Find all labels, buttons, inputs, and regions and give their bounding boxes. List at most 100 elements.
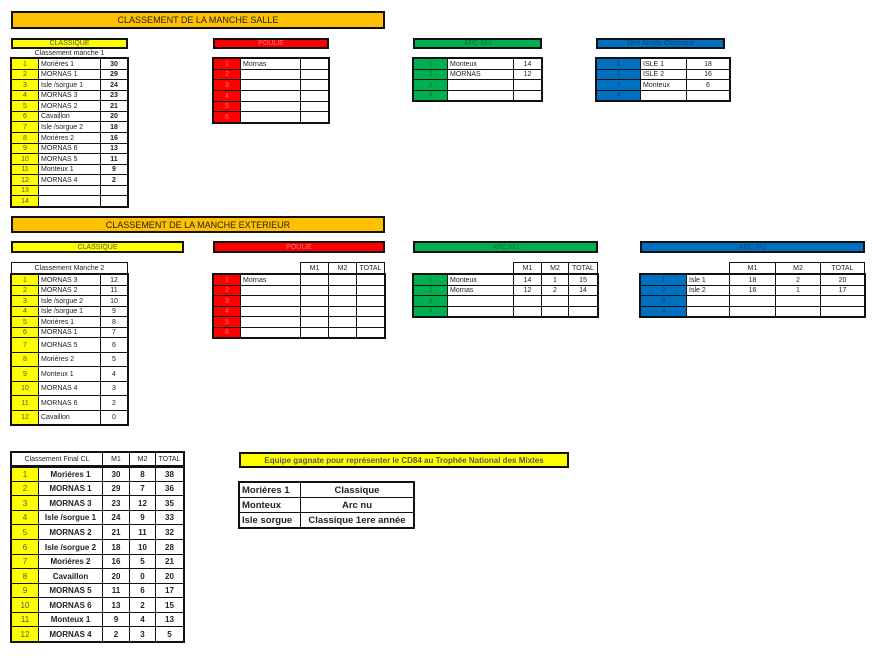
arc-nu-ext-table-cell-name [447,306,514,317]
final-table-cell-m2: 9 [129,510,156,525]
poulie-ext-table-cell-name [240,327,301,338]
header-arc-nu-salle: ARC NU [413,38,542,49]
final-table-cell-total: 32 [155,524,184,540]
subtitle-classement-manche-1: Classement manche 1 [34,49,105,57]
classique-ext-table-cell-rank: 9 [11,366,39,382]
winners-table-cell-team: Isle sorgue [239,512,301,528]
arc-nu-ext-table-cell-total [568,306,598,317]
final-table-cell-name: Isle /sorgue 1 [38,510,103,525]
winners-table-cell-category: Classique [300,482,414,498]
final-table-cell-m1: 9 [102,612,130,627]
arc-nu-ext-table-cell-rank: 4 [413,306,448,317]
classique-ext-table-cell-score: 0 [100,410,128,425]
final-table-cell-m2: 3 [129,626,156,642]
section-title-exterieur: CLASSEMENT DE LA MANCHE EXTERIEUR [11,216,385,233]
final-table-cell-rank: 9 [11,583,39,598]
final-table-cell-m1: 16 [102,554,130,569]
arc-nu-2-ext-table-cell-m1 [729,306,776,317]
final-table-cell-total: 38 [155,466,184,482]
final-table-cell-m1: 29 [102,481,130,496]
poulie-salle-table-cell-rank: 6 [213,111,241,123]
classique-salle-table-cell-rank: 14 [11,195,39,207]
classique-salle-table-cell-name [38,195,101,207]
classique-ext-table-cell-rank: 12 [11,410,39,425]
final-table-cell-m1: 24 [102,510,130,525]
poulie-salle-table-cell-score [300,111,329,123]
arc-nu-salle-table-cell-name [447,90,514,101]
final-table-cell-total: 15 [155,597,184,613]
final-table-cell-rank: 12 [11,626,39,642]
final-table-cell-m2: 2 [129,597,156,613]
classique-ext-table-cell-score: 6 [100,337,128,353]
poulie-ext-table-cell-total [356,327,385,338]
final-table-cell-name: MORNAS 3 [38,495,103,511]
final-header: Classement Final CL [11,452,103,467]
arc-nu-2-ext-table-cell-rank: 4 [640,306,687,317]
final-table-cell-name: Monteux 1 [38,612,103,627]
classique-ext-table-cell-score: 5 [100,352,128,367]
final-table-cell-name: MORNAS 2 [38,524,103,540]
final-table-cell-name: Moriéres 2 [38,554,103,569]
final-table-cell-m1: 23 [102,495,130,511]
header-arc-nu-2-ext: ARC NU [640,241,865,253]
classique-ext-table-cell-rank: 7 [11,337,39,353]
final-table-cell-m1: 18 [102,539,130,555]
winners-banner: Equipe gagnate pour représenter le CD84 … [239,452,569,468]
classique-ext-table-cell-name: MORNAS 5 [38,337,101,353]
poulie-salle-table-cell-name [240,111,301,123]
final-table-cell-m2: 8 [129,466,156,482]
final-col-total: TOTAL [155,452,184,467]
final-table-cell-rank: 2 [11,481,39,496]
classique-ext-table-cell-rank: 11 [11,395,39,411]
final-table-cell-m2: 10 [129,539,156,555]
winners-table-cell-team: Moriéres 1 [239,482,301,498]
final-col-m2: M2 [129,452,156,467]
final-table-cell-rank: 6 [11,539,39,555]
header-arc-nu-ext: ARC NU [413,241,598,253]
final-table-cell-name: MORNAS 4 [38,626,103,642]
final-table-cell-total: 5 [155,626,184,642]
arc-nu-ext-table-cell-m1 [513,306,542,317]
premiere-annee-salle-table-cell-name [640,90,687,101]
final-table-cell-rank: 1 [11,466,39,482]
final-table-cell-m1: 20 [102,568,130,584]
classique-ext-table-cell-name: MORNAS 6 [38,395,101,411]
header-classique-ext: CLASSIQUE [11,241,184,253]
final-table-cell-m2: 5 [129,554,156,569]
final-table-cell-m1: 13 [102,597,130,613]
final-table-cell-total: 21 [155,554,184,569]
final-table-cell-name: Isle /sorgue 2 [38,539,103,555]
header-classique-salle: CLASSIQUE [11,38,128,49]
classique-ext-table-cell-rank: 10 [11,381,39,396]
final-table-cell-m2: 11 [129,524,156,540]
final-table-cell-rank: 4 [11,510,39,525]
final-table-cell-name: MORNAS 1 [38,481,103,496]
final-table-cell-m1: 11 [102,583,130,598]
premiere-annee-salle-table-cell-score [686,90,730,101]
final-table-cell-m1: 2 [102,626,130,642]
poulie-ext-table-cell-rank: 6 [213,327,241,338]
final-table-cell-name: MORNAS 6 [38,597,103,613]
classique-ext-table-cell-name: Moriéres 2 [38,352,101,367]
final-table-cell-name: Moriéres 1 [38,466,103,482]
arc-nu-2-ext-table-cell-total [820,306,865,317]
final-table-cell-rank: 11 [11,612,39,627]
final-table-cell-rank: 3 [11,495,39,511]
final-table-cell-total: 36 [155,481,184,496]
final-table-cell-rank: 8 [11,568,39,584]
final-table-cell-m2: 6 [129,583,156,598]
classique-salle-table-cell-score [100,195,128,207]
final-table-cell-m2: 4 [129,612,156,627]
final-table-cell-m1: 30 [102,466,130,482]
final-table-cell-total: 17 [155,583,184,598]
final-table-cell-total: 13 [155,612,184,627]
poulie-ext-table-cell-m1 [300,327,329,338]
winners-table-cell-category: Classique 1ere année [300,512,414,528]
final-table-cell-rank: 5 [11,524,39,540]
classique-ext-table-cell-score: 4 [100,366,128,382]
classique-ext-table-cell-score: 3 [100,381,128,396]
header-premiere-annee-salle: 1ére Année Classique [596,38,725,49]
final-table-cell-m2: 7 [129,481,156,496]
final-table-cell-total: 20 [155,568,184,584]
arc-nu-2-ext-table-cell-m2 [775,306,821,317]
